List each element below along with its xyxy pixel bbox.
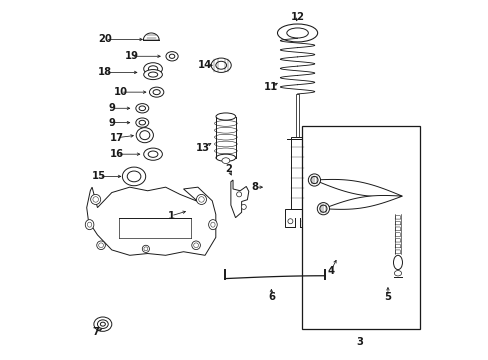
Text: 9: 9 — [108, 118, 115, 128]
Ellipse shape — [308, 174, 320, 186]
Text: 20: 20 — [98, 35, 112, 44]
Text: 1: 1 — [167, 211, 174, 221]
Polygon shape — [143, 33, 159, 40]
Ellipse shape — [210, 222, 215, 227]
Ellipse shape — [140, 131, 149, 140]
Ellipse shape — [394, 271, 401, 276]
Polygon shape — [394, 227, 400, 230]
Text: 4: 4 — [326, 266, 333, 276]
Text: 11: 11 — [264, 82, 278, 92]
Bar — [301, 126, 419, 329]
Circle shape — [193, 243, 198, 248]
Text: 6: 6 — [267, 292, 274, 302]
Polygon shape — [230, 180, 248, 218]
Text: 9: 9 — [108, 103, 115, 113]
Circle shape — [142, 245, 149, 252]
Text: 14: 14 — [198, 60, 212, 70]
Polygon shape — [294, 216, 300, 228]
Text: 10: 10 — [114, 87, 127, 97]
Polygon shape — [394, 250, 400, 253]
Circle shape — [93, 197, 98, 202]
Ellipse shape — [208, 220, 217, 230]
Ellipse shape — [148, 72, 158, 77]
Ellipse shape — [139, 106, 145, 111]
Ellipse shape — [143, 69, 162, 80]
Ellipse shape — [153, 90, 160, 95]
Text: 18: 18 — [98, 67, 112, 77]
Ellipse shape — [136, 128, 153, 143]
Ellipse shape — [143, 148, 162, 160]
Text: 13: 13 — [196, 143, 210, 153]
Text: 3: 3 — [355, 337, 362, 347]
Ellipse shape — [127, 171, 141, 182]
Circle shape — [287, 219, 292, 224]
Ellipse shape — [136, 118, 148, 127]
Polygon shape — [296, 94, 298, 139]
Polygon shape — [285, 209, 309, 226]
Ellipse shape — [222, 158, 229, 163]
Ellipse shape — [97, 320, 108, 328]
Circle shape — [97, 241, 105, 249]
Ellipse shape — [143, 63, 162, 75]
Ellipse shape — [215, 61, 226, 69]
Ellipse shape — [136, 104, 148, 113]
Polygon shape — [86, 187, 215, 255]
Ellipse shape — [87, 222, 92, 227]
Ellipse shape — [211, 58, 231, 72]
Text: 16: 16 — [110, 149, 124, 159]
Polygon shape — [394, 221, 400, 225]
Circle shape — [90, 194, 101, 204]
Text: 19: 19 — [124, 51, 138, 61]
Ellipse shape — [216, 154, 235, 161]
Ellipse shape — [94, 317, 112, 331]
Ellipse shape — [286, 28, 308, 38]
Ellipse shape — [85, 220, 94, 230]
Ellipse shape — [277, 24, 317, 42]
Circle shape — [241, 204, 246, 210]
Text: 2: 2 — [224, 164, 231, 174]
Ellipse shape — [319, 205, 326, 212]
Polygon shape — [314, 179, 402, 197]
Ellipse shape — [165, 51, 178, 61]
Polygon shape — [290, 137, 304, 209]
Ellipse shape — [148, 66, 158, 72]
Circle shape — [236, 192, 241, 197]
Circle shape — [196, 194, 206, 204]
Ellipse shape — [148, 151, 158, 157]
Circle shape — [191, 241, 200, 249]
Polygon shape — [394, 238, 400, 242]
Text: 12: 12 — [291, 12, 305, 22]
Ellipse shape — [393, 255, 402, 270]
Text: 17: 17 — [110, 133, 124, 143]
Text: 5: 5 — [384, 292, 390, 302]
Ellipse shape — [169, 54, 174, 58]
Polygon shape — [394, 216, 400, 219]
Polygon shape — [394, 233, 400, 236]
Text: 8: 8 — [251, 182, 258, 192]
Circle shape — [143, 247, 147, 251]
Circle shape — [99, 243, 103, 248]
Ellipse shape — [122, 167, 145, 186]
Ellipse shape — [149, 87, 163, 97]
Circle shape — [302, 219, 306, 224]
Text: 7: 7 — [92, 327, 99, 337]
Ellipse shape — [216, 113, 235, 120]
Text: 15: 15 — [92, 171, 106, 181]
Polygon shape — [323, 195, 402, 210]
Ellipse shape — [310, 176, 317, 184]
Ellipse shape — [317, 203, 329, 215]
Ellipse shape — [139, 120, 145, 125]
Ellipse shape — [100, 322, 105, 326]
Polygon shape — [394, 244, 400, 248]
Circle shape — [198, 197, 204, 202]
